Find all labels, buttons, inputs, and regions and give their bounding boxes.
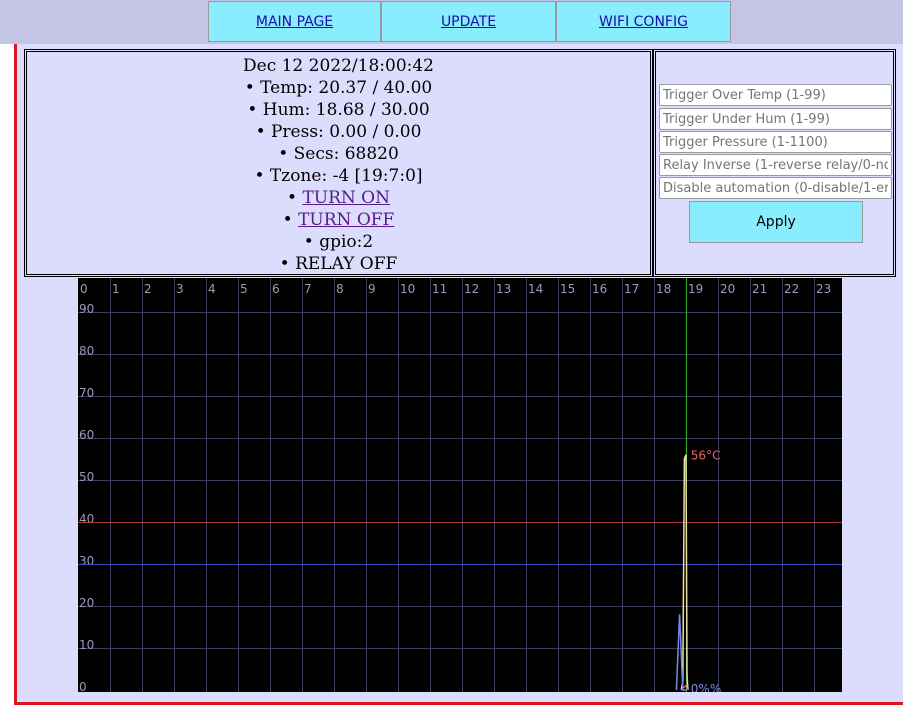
x-tick-label: 9: [368, 282, 376, 296]
x-tick-label: 14: [528, 282, 543, 296]
top-nav-bar: MAIN PAGE UPDATE WIFI CONFIG: [0, 0, 903, 44]
x-tick-label: 6: [272, 282, 280, 296]
x-tick-label: 22: [784, 282, 799, 296]
press-reading: • Press: 0.00 / 0.00: [255, 122, 422, 142]
disable-automation-input[interactable]: [659, 177, 892, 199]
trigger-pressure-input[interactable]: [659, 131, 892, 153]
x-tick-label: 13: [496, 282, 511, 296]
turn-off-link[interactable]: TURN OFF: [298, 210, 395, 230]
y-tick-label: 70: [79, 386, 94, 400]
relay-inverse-input[interactable]: [659, 154, 892, 176]
x-tick-label: 20: [720, 282, 735, 296]
datetime: Dec 12 2022/18:00:42: [243, 56, 434, 76]
turn-off-item: • TURN OFF: [27, 209, 650, 231]
turn-on-link[interactable]: TURN ON: [302, 188, 390, 208]
status-panel: Dec 12 2022/18:00:42 • Temp: 20.37 / 40.…: [24, 49, 653, 277]
bullet: •: [287, 188, 303, 208]
x-tick-label: 4: [208, 282, 216, 296]
x-tick-label: 1: [112, 282, 120, 296]
y-tick-label: 60: [79, 428, 94, 442]
series-line: [680, 684, 689, 691]
temp-reading: • Temp: 20.37 / 40.00: [244, 78, 433, 98]
x-tick-label: 21: [752, 282, 767, 296]
x-tick-label: 5: [240, 282, 248, 296]
y-tick-label: 40: [79, 512, 94, 526]
y-tick-label: 90: [79, 302, 94, 316]
x-tick-label: 15: [560, 282, 575, 296]
x-tick-label: 17: [624, 282, 639, 296]
apply-button[interactable]: Apply: [689, 201, 863, 243]
bullet: •: [282, 210, 299, 230]
hum-reading: • Hum: 18.68 / 30.00: [247, 100, 430, 120]
relay-status: • RELAY OFF: [279, 254, 398, 274]
x-tick-label: 23: [816, 282, 831, 296]
x-tick-label: 8: [336, 282, 344, 296]
gpio-reading: • gpio:2: [303, 232, 374, 252]
x-tick-label: 11: [432, 282, 447, 296]
chart-annotation: 56°C: [691, 449, 721, 463]
series-line: [675, 614, 686, 691]
y-tick-label: 30: [79, 554, 94, 568]
chart-background: [78, 278, 842, 692]
turn-on-item: • TURN ON: [27, 187, 650, 209]
y-tick-label: 20: [79, 596, 94, 610]
update-button[interactable]: UPDATE: [381, 1, 556, 42]
x-tick-label: 10: [400, 282, 415, 296]
x-tick-label: 16: [592, 282, 607, 296]
wifi-config-button[interactable]: WIFI CONFIG: [556, 1, 731, 42]
x-tick-label: 2: [144, 282, 152, 296]
secs-reading: • Secs: 68820: [278, 144, 399, 164]
tzone-reading: • Tzone: -4 [19:7:0]: [254, 166, 423, 186]
y-tick-label: 10: [79, 638, 94, 652]
y-tick-label: 50: [79, 470, 94, 484]
trigger-under-hum-input[interactable]: [659, 108, 892, 130]
x-tick-label: 12: [464, 282, 479, 296]
x-tick-label: 7: [304, 282, 312, 296]
x-tick-label: 19: [688, 282, 703, 296]
settings-panel: Apply: [653, 49, 896, 277]
y-tick-label: 80: [79, 344, 94, 358]
y-tick-label: 0: [79, 680, 87, 692]
x-tick-label: 0: [80, 282, 88, 296]
x-tick-label: 18: [656, 282, 671, 296]
trigger-over-temp-input[interactable]: [659, 84, 892, 106]
main-page-button[interactable]: MAIN PAGE: [208, 1, 381, 42]
sensor-chart: 0 1 2 3 4 5 6 7 8 9 10 11 12 13 14 15 16 17 18 19 20 21 22 2390…: [78, 278, 842, 692]
x-tick-label: 3: [176, 282, 184, 296]
chart-annotation: 0%%: [691, 682, 721, 692]
